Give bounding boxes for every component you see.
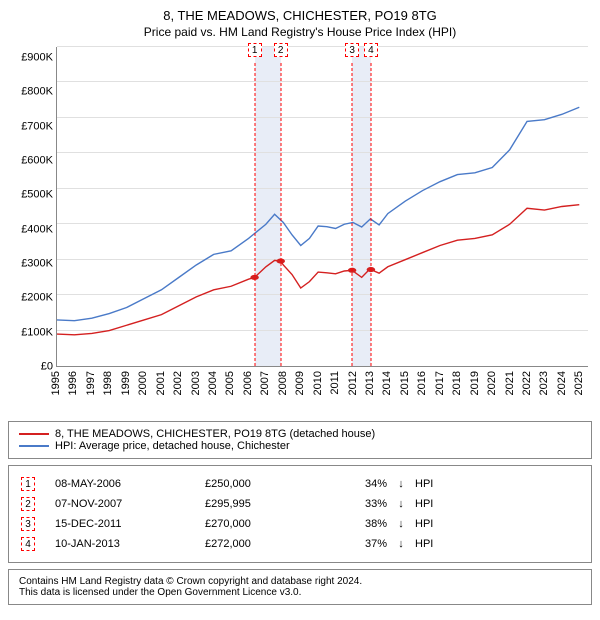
x-tick-label: 2004 bbox=[207, 371, 219, 395]
tx-vs: HPI bbox=[411, 494, 583, 514]
tx-vs: HPI bbox=[411, 514, 583, 534]
x-tick-label: 2003 bbox=[190, 371, 202, 395]
x-tick-label: 1996 bbox=[67, 371, 79, 395]
marker-flag: 4 bbox=[364, 43, 378, 57]
legend-label: HPI: Average price, detached house, Chic… bbox=[55, 440, 290, 452]
attribution-line: This data is licensed under the Open Gov… bbox=[19, 587, 581, 598]
tx-pct: 37% bbox=[331, 534, 391, 554]
chart: £0£100K£200K£300K£400K£500K£600K£700K£80… bbox=[8, 47, 592, 367]
table-row: 4 10-JAN-2013£272,00037%↓HPI bbox=[17, 534, 583, 554]
x-tick-label: 1995 bbox=[50, 371, 62, 395]
tx-pct: 33% bbox=[331, 494, 391, 514]
tx-date: 15-DEC-2011 bbox=[51, 514, 201, 534]
marker-flag: 1 bbox=[248, 43, 262, 57]
x-tick-label: 2018 bbox=[451, 371, 463, 395]
table-row: 3 15-DEC-2011£270,00038%↓HPI bbox=[17, 514, 583, 534]
transactions-table: 108-MAY-2006£250,00034%↓HPI207-NOV-2007£… bbox=[8, 465, 592, 563]
row-index: 4 bbox=[21, 537, 35, 551]
x-tick-label: 2000 bbox=[137, 371, 149, 395]
row-index: 3 bbox=[21, 517, 35, 531]
legend-swatch bbox=[19, 445, 49, 447]
x-tick-label: 1998 bbox=[102, 371, 114, 395]
attribution: Contains HM Land Registry data © Crown c… bbox=[8, 569, 592, 605]
y-axis-labels: £0£100K£200K£300K£400K£500K£600K£700K£80… bbox=[8, 47, 53, 367]
x-tick-label: 1999 bbox=[120, 371, 132, 395]
attribution-line: Contains HM Land Registry data © Crown c… bbox=[19, 576, 581, 587]
x-tick-label: 2007 bbox=[259, 371, 271, 395]
tx-date: 10-JAN-2013 bbox=[51, 534, 201, 554]
x-tick-label: 2011 bbox=[329, 371, 341, 395]
x-tick-label: 2009 bbox=[294, 371, 306, 395]
x-axis-labels: 1995199619971998199920002001200220032004… bbox=[56, 371, 588, 425]
x-tick-label: 2002 bbox=[172, 371, 184, 395]
marker-line bbox=[352, 63, 353, 366]
series-svg bbox=[57, 47, 588, 366]
legend-swatch bbox=[19, 433, 49, 435]
tx-price: £295,995 bbox=[201, 494, 331, 514]
y-tick-label: £300K bbox=[8, 258, 53, 269]
chart-subtitle: Price paid vs. HM Land Registry's House … bbox=[8, 25, 592, 39]
x-tick-label: 2016 bbox=[416, 371, 428, 395]
legend: 8, THE MEADOWS, CHICHESTER, PO19 8TG (de… bbox=[8, 421, 592, 459]
x-tick-label: 2020 bbox=[486, 371, 498, 395]
tx-pct: 38% bbox=[331, 514, 391, 534]
x-tick-label: 2019 bbox=[469, 371, 481, 395]
x-tick-label: 2017 bbox=[434, 371, 446, 395]
y-tick-label: £900K bbox=[8, 53, 53, 64]
arrow-down-icon: ↓ bbox=[391, 534, 411, 554]
tx-price: £250,000 bbox=[201, 474, 331, 494]
y-tick-label: £0 bbox=[8, 361, 53, 372]
x-tick-label: 2023 bbox=[538, 371, 550, 395]
y-tick-label: £400K bbox=[8, 224, 53, 235]
x-tick-label: 2001 bbox=[155, 371, 167, 395]
y-tick-label: £100K bbox=[8, 327, 53, 338]
plot-area: 1234 bbox=[56, 47, 588, 367]
x-tick-label: 2008 bbox=[277, 371, 289, 395]
y-tick-label: £600K bbox=[8, 155, 53, 166]
marker-line bbox=[370, 63, 371, 366]
x-tick-label: 2025 bbox=[573, 371, 585, 395]
chart-title: 8, THE MEADOWS, CHICHESTER, PO19 8TG bbox=[8, 8, 592, 23]
tx-date: 07-NOV-2007 bbox=[51, 494, 201, 514]
arrow-down-icon: ↓ bbox=[391, 494, 411, 514]
arrow-down-icon: ↓ bbox=[391, 514, 411, 534]
x-tick-label: 2022 bbox=[521, 371, 533, 395]
tx-vs: HPI bbox=[411, 534, 583, 554]
y-tick-label: £800K bbox=[8, 87, 53, 98]
x-tick-label: 2012 bbox=[347, 371, 359, 395]
tx-pct: 34% bbox=[331, 474, 391, 494]
legend-item: HPI: Average price, detached house, Chic… bbox=[19, 440, 581, 452]
table-row: 1 08-MAY-2006£250,00034%↓HPI bbox=[17, 474, 583, 494]
tx-price: £272,000 bbox=[201, 534, 331, 554]
marker-line bbox=[280, 63, 281, 366]
tx-date: 08-MAY-2006 bbox=[51, 474, 201, 494]
x-tick-label: 2005 bbox=[224, 371, 236, 395]
series-line bbox=[57, 107, 579, 320]
y-tick-label: £700K bbox=[8, 121, 53, 132]
legend-label: 8, THE MEADOWS, CHICHESTER, PO19 8TG (de… bbox=[55, 428, 375, 440]
marker-flag: 3 bbox=[345, 43, 359, 57]
x-tick-label: 2024 bbox=[556, 371, 568, 395]
x-tick-label: 2006 bbox=[242, 371, 254, 395]
x-tick-label: 2015 bbox=[399, 371, 411, 395]
table-row: 2 07-NOV-2007£295,99533%↓HPI bbox=[17, 494, 583, 514]
marker-line bbox=[254, 63, 255, 366]
x-tick-label: 2013 bbox=[364, 371, 376, 395]
marker-flag: 2 bbox=[274, 43, 288, 57]
arrow-down-icon: ↓ bbox=[391, 474, 411, 494]
row-index: 1 bbox=[21, 477, 35, 491]
series-line bbox=[57, 205, 579, 335]
x-tick-label: 1997 bbox=[85, 371, 97, 395]
tx-vs: HPI bbox=[411, 474, 583, 494]
y-tick-label: £200K bbox=[8, 293, 53, 304]
legend-item: 8, THE MEADOWS, CHICHESTER, PO19 8TG (de… bbox=[19, 428, 581, 440]
x-tick-label: 2010 bbox=[312, 371, 324, 395]
row-index: 2 bbox=[21, 497, 35, 511]
x-tick-label: 2014 bbox=[381, 371, 393, 395]
tx-price: £270,000 bbox=[201, 514, 331, 534]
x-tick-label: 2021 bbox=[504, 371, 516, 395]
y-tick-label: £500K bbox=[8, 190, 53, 201]
